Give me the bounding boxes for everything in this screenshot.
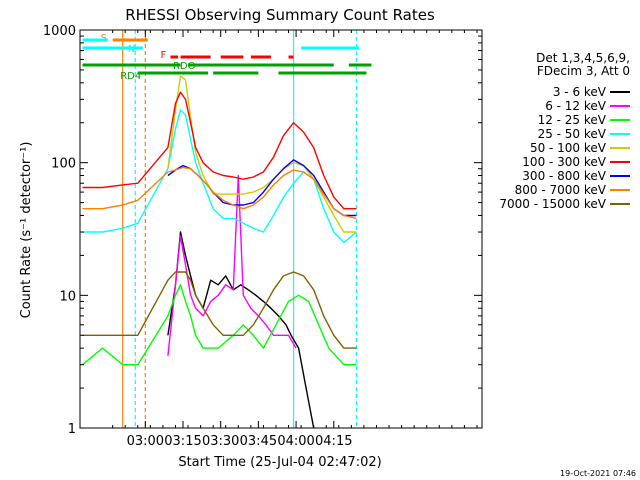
legend-label-4: 50 - 100 keV <box>530 141 607 155</box>
legend-label-2: 12 - 25 keV <box>538 113 607 127</box>
series-line-0 <box>167 231 315 429</box>
legend-label-5: 100 - 300 keV <box>522 155 606 169</box>
legend-label-1: 6 - 12 keV <box>545 99 607 113</box>
x-tick-label-4: 04:00 <box>277 434 314 449</box>
legend-label-7: 800 - 7000 keV <box>515 183 607 197</box>
status-label-rd4: RD4 <box>120 71 141 82</box>
chart-title: RHESSI Observing Summary Count Rates <box>125 6 435 24</box>
series-line-2 <box>82 284 357 366</box>
legend-label-8: 7000 - 15000 keV <box>499 197 606 211</box>
status-label-rdo: RDO <box>173 61 196 72</box>
plot-area <box>80 30 482 428</box>
y-tick-label-0: 1 <box>68 422 76 437</box>
series-lines <box>82 75 357 429</box>
status-label-f: F <box>160 50 166 61</box>
legend-label-3: 25 - 50 keV <box>538 127 607 141</box>
y-tick-label-1: 10 <box>59 289 76 304</box>
y-tick-label-2: 100 <box>51 157 76 172</box>
series-line-8 <box>82 271 357 349</box>
x-tick-label-3: 03:45 <box>240 434 277 449</box>
x-tick-label-1: 03:15 <box>164 434 201 449</box>
plot-background <box>80 30 482 428</box>
legend: Det 1,3,4,5,6,9,FDecim 3, Att 0 3 - 6 keV… <box>499 51 630 211</box>
status-bars: SNFRDORD4 <box>82 33 372 82</box>
legend-label-6: 300 - 800 keV <box>522 169 606 183</box>
x-tick-label-0: 03:00 <box>127 434 164 449</box>
legend-header-1: FDecim 3, Att 0 <box>537 64 630 78</box>
legend-header-0: Det 1,3,4,5,6,9, <box>536 51 630 65</box>
axes: 1 10 100 1000 03:00 03:15 03:30 03:45 04:00 04:15 <box>43 24 483 449</box>
x-tick-label-5: 04:15 <box>315 434 352 449</box>
y-axis-label: Count Rate (s⁻¹ detector⁻¹) <box>19 142 34 319</box>
x-tick-label-2: 03:30 <box>202 434 239 449</box>
plot-frame <box>79 29 483 429</box>
legend-label-0: 3 - 6 keV <box>553 85 607 99</box>
series-line-1 <box>167 174 297 356</box>
series-line-4 <box>167 75 357 233</box>
x-axis-label: Start Time (25-Jul-04 02:47:02) <box>178 455 381 470</box>
y-tick-label-3: 1000 <box>43 24 76 39</box>
series-line-7 <box>82 166 357 220</box>
render-timestamp: 19-Oct-2021 07:46 <box>560 469 636 478</box>
series-line-5 <box>82 91 357 210</box>
